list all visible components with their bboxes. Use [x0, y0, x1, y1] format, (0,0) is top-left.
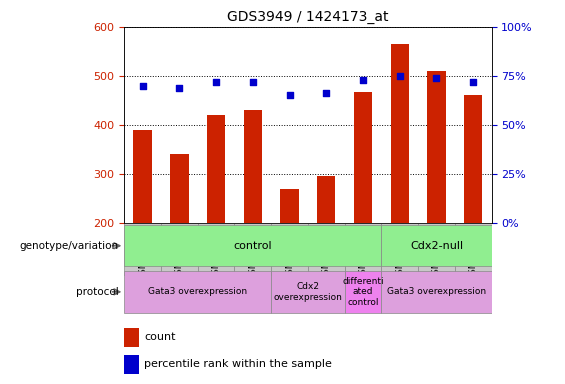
Text: GSM325451: GSM325451 [175, 225, 184, 280]
Bar [124, 328, 139, 347]
Bar [381, 271, 492, 313]
Bar [317, 176, 336, 223]
Bar [345, 271, 381, 313]
Text: control: control [233, 241, 272, 251]
Bar [280, 189, 299, 223]
Bar [207, 115, 225, 223]
Point [469, 79, 478, 85]
Bar [345, 223, 381, 276]
Bar [170, 154, 189, 223]
Bar [464, 95, 483, 223]
Text: GSM325456: GSM325456 [396, 225, 404, 280]
Bar [271, 271, 345, 313]
Point [359, 77, 368, 83]
Bar [354, 91, 372, 223]
Bar [124, 225, 381, 266]
Bar [244, 110, 262, 223]
Bar [418, 223, 455, 276]
Text: Gata3 overexpression: Gata3 overexpression [148, 287, 247, 296]
Bar [124, 355, 139, 374]
Point [322, 90, 331, 96]
Bar [308, 223, 345, 276]
Bar [161, 223, 198, 276]
Text: Gata3 overexpression: Gata3 overexpression [387, 287, 486, 296]
Bar [455, 223, 492, 276]
Bar [198, 223, 234, 276]
Bar [124, 223, 161, 276]
Bar [234, 223, 271, 276]
Text: count: count [145, 332, 176, 342]
Text: GSM325457: GSM325457 [432, 225, 441, 280]
Text: protocol: protocol [76, 287, 119, 297]
Text: Cdx2
overexpression: Cdx2 overexpression [273, 282, 342, 301]
Point [395, 73, 404, 79]
Text: GSM325454: GSM325454 [285, 225, 294, 280]
Bar [427, 71, 446, 223]
Point [175, 84, 184, 91]
Text: GSM325450: GSM325450 [138, 225, 147, 280]
Bar [390, 44, 409, 223]
Text: differenti
ated
control: differenti ated control [342, 277, 384, 307]
Bar [381, 225, 492, 266]
Text: percentile rank within the sample: percentile rank within the sample [145, 359, 332, 369]
Point [211, 79, 220, 85]
Bar [133, 130, 152, 223]
Point [138, 83, 147, 89]
Point [285, 92, 294, 98]
Point [249, 79, 258, 85]
Bar [381, 223, 418, 276]
Text: GSM325452: GSM325452 [212, 225, 220, 280]
Text: GSM325453: GSM325453 [249, 225, 257, 280]
Text: GSM325455: GSM325455 [322, 225, 331, 280]
Text: GSM325458: GSM325458 [469, 225, 477, 280]
Point [432, 75, 441, 81]
Bar [271, 223, 308, 276]
Text: GSM325459: GSM325459 [359, 225, 367, 280]
Title: GDS3949 / 1424173_at: GDS3949 / 1424173_at [227, 10, 389, 25]
Text: Cdx2-null: Cdx2-null [410, 241, 463, 251]
Bar [124, 271, 271, 313]
Text: genotype/variation: genotype/variation [20, 241, 119, 251]
